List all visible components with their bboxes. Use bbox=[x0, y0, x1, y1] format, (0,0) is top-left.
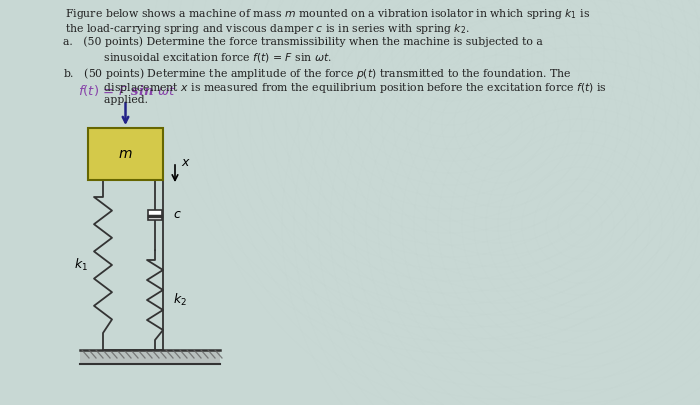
Text: $k_1$: $k_1$ bbox=[74, 257, 88, 273]
Text: $x$: $x$ bbox=[181, 156, 191, 168]
Text: a.   (50 points) Determine the force transmissibility when the machine is subjec: a. (50 points) Determine the force trans… bbox=[63, 36, 542, 47]
Bar bbox=[88, 128, 163, 180]
Text: sinusoidal excitation force $f(t)$ = $F$ sin $\omega t$.: sinusoidal excitation force $f(t)$ = $F$… bbox=[83, 51, 332, 64]
Text: Figure below shows a machine of mass $m$ mounted on a vibration isolator in whic: Figure below shows a machine of mass $m$… bbox=[65, 7, 590, 21]
Text: $f(t)$ = $F$ sin $\omega t$: $f(t)$ = $F$ sin $\omega t$ bbox=[78, 83, 176, 98]
Text: $k_2$: $k_2$ bbox=[173, 292, 187, 308]
Text: b.   (50 points) Determine the amplitude of the force $p(t)$ transmitted to the : b. (50 points) Determine the amplitude o… bbox=[63, 66, 571, 81]
Text: the load-carrying spring and viscous damper $c$ is in series with spring $k_2$.: the load-carrying spring and viscous dam… bbox=[65, 21, 470, 36]
Text: displacement $x$ is measured from the equilibrium position before the excitation: displacement $x$ is measured from the eq… bbox=[83, 81, 607, 95]
Bar bbox=[80, 350, 220, 364]
Text: $m$: $m$ bbox=[118, 147, 133, 161]
Text: applied.: applied. bbox=[83, 96, 148, 105]
Bar bbox=[148, 210, 162, 220]
Text: $c$: $c$ bbox=[173, 209, 182, 222]
